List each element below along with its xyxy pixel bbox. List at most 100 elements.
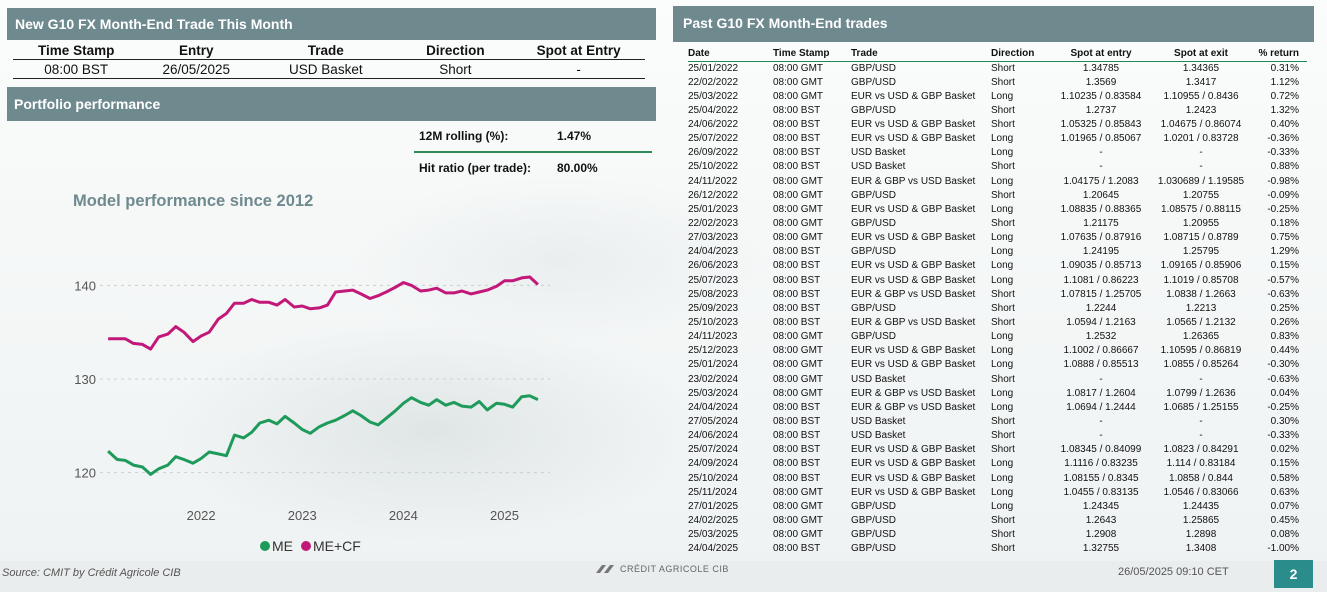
new-trade-header-row: Time Stamp Entry Trade Direction Spot at… <box>13 42 645 60</box>
cell-time-stamp: 08:00 GMT <box>773 486 824 498</box>
cell-spot-entry: 1.2532 <box>1085 331 1117 343</box>
cell-date: 24/06/2024 <box>688 430 739 442</box>
table-row: 25/07/2023 08:00 BST EUR vs USD & GBP Bask… <box>688 273 1307 287</box>
cell-spot-entry: 1.08835 / 0.88365 <box>1060 203 1142 215</box>
cell-time-stamp: 08:00 BST <box>773 302 821 314</box>
table-row: 25/10/2022 08:00 BST USD Basket Short - - 0.88… <box>688 160 1307 174</box>
cell-spot-exit: 1.10955 / 0.8436 <box>1163 90 1239 102</box>
cell-time-stamp: 08:00 GMT <box>773 387 824 399</box>
cell-time-stamp: 08:00 BST <box>773 104 821 116</box>
cell-time-stamp: 08:00 GMT <box>773 514 824 526</box>
cell-time-stamp: 08:00 BST <box>773 415 821 427</box>
cell-spot-entry: - <box>1099 415 1103 427</box>
cell-return: 0.04% <box>1270 387 1299 399</box>
x-tick-label: 2023 <box>288 508 317 523</box>
cell-spot-exit: - <box>1199 147 1203 159</box>
cell-trade: EUR vs USD & GBP Basket <box>851 486 976 498</box>
cell-trade: EUR vs USD & GBP Basket <box>851 345 976 357</box>
cell-time-stamp: 08:00 BST <box>773 161 821 173</box>
cell-date: 23/02/2024 <box>688 373 739 385</box>
col-return: % return <box>1251 47 1307 62</box>
cell-trade: EUR & GBP vs USD Basket <box>851 288 976 300</box>
cell-trade: EUR vs USD & GBP Basket <box>851 133 976 145</box>
cell-trade: USD Basket <box>851 415 906 427</box>
cell-trade: GBP/USD <box>851 62 897 74</box>
cell-return: 0.18% <box>1270 217 1299 229</box>
cell-date: 25/01/2023 <box>688 203 739 215</box>
col-direction: Direction <box>398 42 513 60</box>
table-row: 27/01/2025 08:00 GMT GBP/USD Long 1.24345 1.2… <box>688 500 1307 514</box>
cell-spot-entry: 1.01965 / 0.85067 <box>1060 133 1142 145</box>
cell-time-stamp: 08:00 GMT <box>773 529 824 541</box>
cell-date: 22/02/2022 <box>688 76 739 88</box>
hit-ratio-label: Hit ratio (per trade): <box>419 161 532 175</box>
performance-chart: 120 130 140 2022 2023 2024 2025 ME ME+CF <box>74 275 550 554</box>
cell-trade: EUR vs USD & GBP Basket <box>851 274 976 286</box>
cell-time-stamp: 08:00 GMT <box>773 345 824 357</box>
cell-spot-exit: 1.0799 / 1.2636 <box>1166 387 1236 399</box>
cell-spot-entry: 1.32755 <box>1082 543 1120 555</box>
table-row: 25/03/2025 08:00 GMT GBP/USD Short 1.2908 1.2… <box>688 528 1307 542</box>
cell-direction: Short <box>991 118 1015 130</box>
cell-return: 1.32% <box>1270 104 1299 116</box>
table-row: 26/06/2023 08:00 BST EUR vs USD & GBP Bask… <box>688 259 1307 273</box>
cell-time-stamp: 08:00 BST <box>773 430 821 442</box>
cell-trade: EUR vs USD & GBP Basket <box>851 118 976 130</box>
cell-date: 25/07/2023 <box>688 274 739 286</box>
cell-spot-exit: 1.0823 / 0.84291 <box>1163 444 1239 456</box>
cell-time-stamp: 08:00 BST <box>773 444 821 456</box>
cell-time-stamp: 08:00 GMT <box>773 359 824 371</box>
cell-date: 24/02/2025 <box>688 514 739 526</box>
table-row: 25/07/2022 08:00 BST EUR vs USD & GBP Bask… <box>688 132 1307 146</box>
cell-spot-exit: - <box>1199 415 1203 427</box>
cell-spot-exit: 1.3417 <box>1185 76 1217 88</box>
y-tick-label: 120 <box>74 466 96 481</box>
cell-spot-exit: 1.26365 <box>1182 331 1220 343</box>
footer-bar <box>0 561 1327 592</box>
portfolio-title: Portfolio performance <box>14 96 161 112</box>
cell-return: 0.75% <box>1270 232 1299 244</box>
cell-time-stamp: 08:00 BST <box>773 316 821 328</box>
cell-spot-exit: 1.0201 / 0.83728 <box>1163 133 1239 145</box>
y-tick-label: 140 <box>74 278 96 293</box>
table-row: 25/04/2022 08:00 BST GBP/USD Short 1.2737 1.2… <box>688 104 1307 118</box>
portfolio-header: Portfolio performance <box>7 87 656 121</box>
cell-spot-entry: 1.0455 / 0.83135 <box>1063 486 1139 498</box>
cell-spot-entry: - <box>1099 161 1103 173</box>
x-tick-label: 2022 <box>187 508 216 523</box>
cell-spot-exit: 1.030689 / 1.19585 <box>1157 175 1245 187</box>
table-row: 24/02/2025 08:00 GMT GBP/USD Short 1.2643 1.2… <box>688 514 1307 528</box>
cell-spot-entry: 1.1081 / 0.86223 <box>1063 274 1139 286</box>
cell-date: 25/01/2024 <box>688 359 739 371</box>
cell-return: -0.33% <box>1267 147 1299 159</box>
cell-direction: Short <box>991 316 1015 328</box>
cell-return: 0.08% <box>1270 529 1299 541</box>
cell-direction: Long <box>991 274 1014 286</box>
cell-return: 0.15% <box>1270 260 1299 272</box>
cell-return: 1.29% <box>1270 246 1299 258</box>
cell-trade: EUR vs USD & GBP Basket <box>851 232 976 244</box>
cell-time-stamp: 08:00 BST <box>773 401 821 413</box>
cell-return: -1.00% <box>1267 543 1299 555</box>
cell-date: 25/01/2022 <box>688 62 739 74</box>
cell-direction: Long <box>991 387 1014 399</box>
footer-brand: CRÉDIT AGRICOLE CIB <box>594 563 729 575</box>
cell-return: 0.72% <box>1270 90 1299 102</box>
table-row: 24/06/2022 08:00 BST EUR vs USD & GBP Bask… <box>688 118 1307 132</box>
cell-direction: Short <box>991 76 1015 88</box>
table-row: 24/11/2023 08:00 GMT GBP/USD Long 1.2532 1.26… <box>688 330 1307 344</box>
cell-time-stamp: 08:00 BST <box>773 472 821 484</box>
table-row: 24/06/2024 08:00 BST USD Basket Short - - -0.3… <box>688 429 1307 443</box>
cell-spot-exit: 1.2898 <box>1185 529 1217 541</box>
cell-return: 1.12% <box>1270 76 1299 88</box>
cell-return: 0.83% <box>1270 331 1299 343</box>
cell-return: 0.25% <box>1270 302 1299 314</box>
series-mecf-line <box>108 275 539 351</box>
cell-trade: EUR vs USD & GBP Basket <box>851 260 976 272</box>
cell-return: 0.40% <box>1270 118 1299 130</box>
cell-trade: GBP/USD <box>851 543 897 555</box>
cell-return: 0.31% <box>1270 62 1299 74</box>
cell-return: -0.33% <box>1267 430 1299 442</box>
cell-spot-entry: - <box>1099 147 1103 159</box>
cell-spot-entry: 1.10235 / 0.83584 <box>1060 90 1142 102</box>
